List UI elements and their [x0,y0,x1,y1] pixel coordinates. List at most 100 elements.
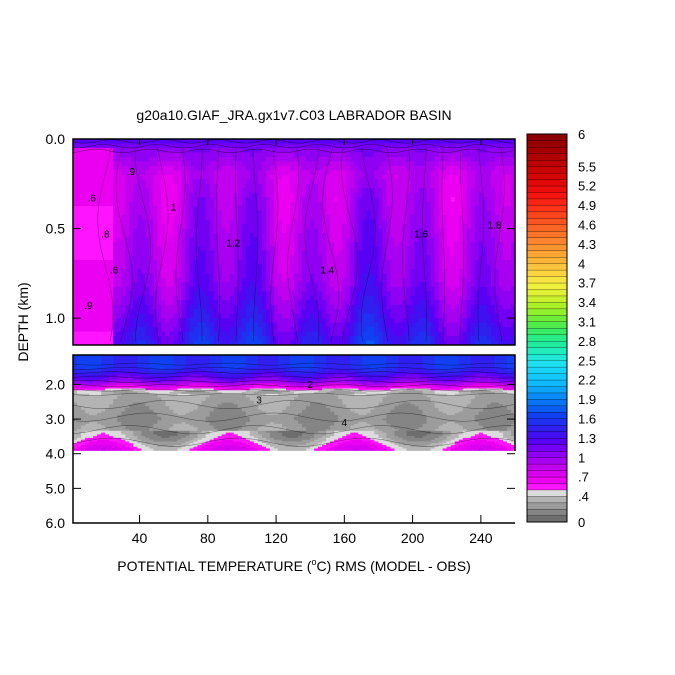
colorbar-box [526,308,568,316]
x-tick-label: 80 [200,530,216,546]
lower-field [73,355,515,451]
colorbar-tick-label: 1.6 [578,412,596,427]
colorbar-tick-label: 4.6 [578,218,596,233]
colorbar-box [526,269,568,277]
colorbar-box [526,172,568,180]
contour-label: 1.2 [226,239,240,250]
colorbar-tick-label: 5.2 [578,179,596,194]
colorbar-tick-label: 4.3 [578,237,596,252]
colorbar-box [526,347,568,355]
y-axis-label: DEPTH (km) [15,282,31,361]
colorbar-box [526,502,568,510]
colorbar-box [526,405,568,413]
colorbar-box [526,373,568,381]
colorbar-box [526,256,568,264]
colorbar-box [526,211,568,219]
colorbar-box [526,159,568,167]
colorbar-box [526,418,568,426]
colorbar-box [526,366,568,374]
colorbar-tick-label: 4.9 [578,198,596,213]
colorbar-box [526,140,568,148]
colorbar-box [526,217,568,225]
x-tick-label: 160 [333,530,357,546]
chart-title: g20a10.GIAF_JRA.gx1v7.C03 LABRADOR BASIN [136,107,451,123]
colorbar-labels: 0 .4 .7 1 1.3 1.6 1.9 2.2 2.5 2.8 3.1 3.4 3.7 4 4.3 4.6… [578,127,596,530]
colorbar-box [526,470,568,478]
colorbar-tick-label: 4 [578,256,585,271]
colorbar-box [526,327,568,335]
colorbar-tick-label: .4 [578,489,589,504]
x-axis: 40 80 120 160 200 240 [132,139,493,546]
y-tick-label: 2.0 [46,376,66,392]
y-tick-label: 1.0 [46,310,66,326]
colorbar-box [526,301,568,310]
colorbar-tick-label: 3.4 [578,295,596,310]
upper-y-axis: 0.0 0.5 1.0 [46,131,515,326]
contour-label: 3 [256,396,262,407]
colorbar-box [526,444,568,452]
colorbar-tick-label: 1.9 [578,392,596,407]
colorbar-tick-label: 3.7 [578,276,596,291]
colorbar-box [526,431,568,439]
colorbar-box [526,495,568,504]
colorbar-box [526,353,568,361]
colorbar-boxes [526,133,568,523]
upper-panel-frame [72,138,516,346]
colorbar-box [526,340,568,348]
colorbar-box [526,282,568,290]
colorbar-box [526,437,568,445]
y-tick-label: 0.0 [46,131,66,147]
y-tick-label: 3.0 [46,411,66,427]
colorbar-box [526,386,568,394]
colorbar-box [526,133,568,141]
lower-y-axis: 2.0 3.0 4.0 5.0 6.0 [46,376,515,531]
colorbar-tick-label: .7 [578,470,589,485]
colorbar-box [526,295,568,303]
colorbar-tick-label: 2.2 [578,373,596,388]
contour-label: 4 [342,418,348,429]
colorbar-tick-label: 1.3 [578,431,596,446]
colorbar-box [526,489,568,497]
colorbar-tick-label: 0 [578,515,585,530]
colorbar-box [526,153,568,161]
y-tick-label: 4.0 [46,446,66,462]
colorbar-box [526,483,568,491]
lower-contours: 2 3 4 [73,362,514,447]
contour-label: 2 [307,380,313,391]
lower-panel: 2 3 4 2.0 3.0 4.0 5.0 6.0 40 80 120 160 200 240 [46,139,516,546]
colorbar-box [526,476,568,484]
colorbar-box [526,398,568,407]
y-tick-label: 5.0 [46,480,66,496]
colorbar-box [526,321,568,329]
contour-label: 1.4 [320,265,334,276]
colorbar-box [526,250,568,258]
colorbar-box [526,314,568,322]
colorbar-box [526,237,568,245]
colorbar-box [526,379,568,387]
colorbar-box [526,192,568,200]
x-tick-label: 120 [264,530,288,546]
colorbar-box [526,424,568,432]
lower-panel-axes [72,451,515,524]
contour-label: 1.6 [414,230,428,241]
colorbar-box [526,166,568,174]
colorbar: 0 .4 .7 1 1.3 1.6 1.9 2.2 2.5 2.8 3.1 3.4 3.7 4 4.3 4.6… [526,127,596,530]
colorbar-frame [526,133,568,523]
colorbar-box [526,198,568,206]
colorbar-box [526,360,568,368]
upper-field [73,139,515,345]
contour-label: .6 [110,265,119,276]
y-tick-label: 6.0 [46,515,66,531]
colorbar-tick-label: 6 [578,127,585,142]
colorbar-box [526,146,568,154]
upper-contours: .6 .8 .9 .6 .9 1 1.2 1.4 1.6 1.8 [73,139,514,342]
x-tick-label: 240 [469,530,493,546]
contour-label: .9 [127,167,136,178]
contour-label: .6 [88,194,97,205]
colorbar-box [526,263,568,271]
colorbar-box [526,276,568,284]
contour-label: .8 [101,230,110,241]
colorbar-tick-label: 2.5 [578,353,596,368]
